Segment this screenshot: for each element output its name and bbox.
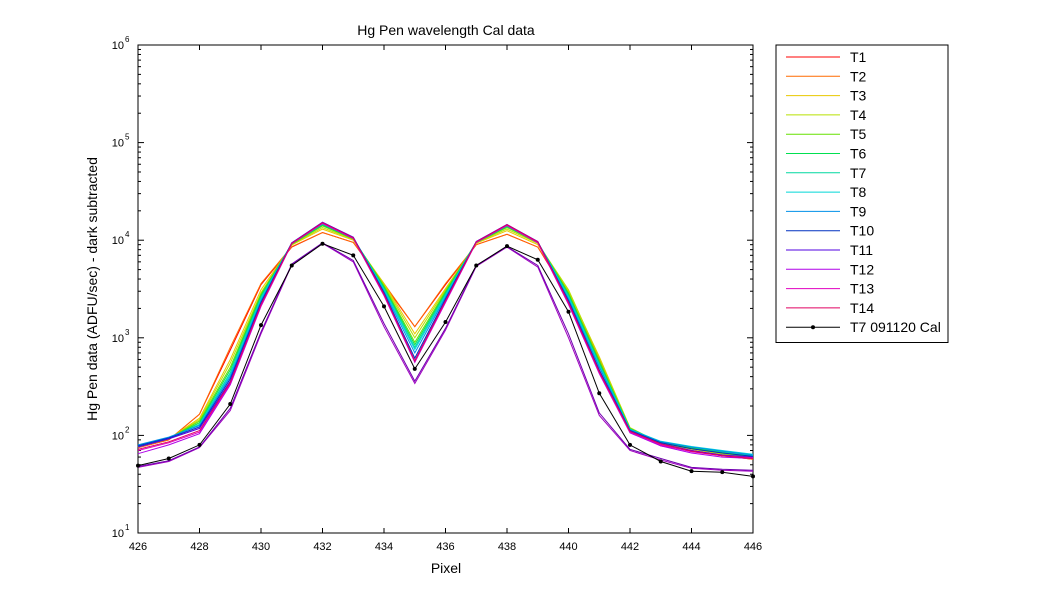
series-point: [443, 320, 448, 325]
y-tick-exponent: 4: [125, 230, 130, 239]
series-line: [137, 222, 754, 459]
x-tick-label: 444: [682, 541, 700, 553]
y-tick-exponent: 2: [125, 425, 130, 434]
x-axis-label: Pixel: [431, 560, 461, 576]
legend-label: T12: [850, 261, 874, 277]
legend-box: [775, 44, 949, 343]
y-tick-exponent: 3: [125, 328, 130, 337]
series-lines: [136, 221, 755, 479]
y-tick-label: 10: [112, 235, 124, 247]
x-tick-label: 434: [375, 541, 393, 553]
legend-label: T4: [850, 107, 867, 123]
series-point: [197, 442, 202, 447]
series-point: [412, 366, 417, 371]
legend-label: T11: [850, 242, 873, 258]
series-line: [137, 222, 754, 456]
series-point: [289, 263, 294, 268]
x-tick-label: 426: [129, 541, 147, 553]
series-point: [136, 463, 140, 468]
series-point: [689, 469, 694, 474]
series-point: [474, 263, 479, 268]
series-point: [382, 304, 386, 309]
series-point: [351, 253, 356, 258]
legend-label: T7: [850, 165, 867, 181]
legend-label: T9: [850, 203, 867, 219]
x-tick-label: 428: [190, 541, 208, 553]
legend-label: T1: [850, 49, 867, 65]
series-point: [535, 257, 540, 262]
series-line: [137, 221, 754, 457]
legend-label: T3: [850, 88, 867, 104]
legend-label: T8: [850, 184, 867, 200]
legend-marker: [811, 325, 815, 330]
x-tick-label: 432: [313, 541, 331, 553]
series-point: [751, 474, 755, 479]
series-point: [720, 470, 725, 475]
series-point: [320, 241, 325, 246]
chart-title: Hg Pen wavelength Cal data: [357, 22, 535, 38]
legend-label: T10: [850, 223, 874, 239]
x-tick-label: 440: [559, 541, 577, 553]
series-point: [658, 459, 663, 464]
series-line-extra: [137, 242, 754, 472]
y-tick-label: 10: [112, 333, 124, 345]
series-point: [628, 442, 632, 447]
legend-label: T5: [850, 126, 867, 142]
x-tick-label: 430: [252, 541, 270, 553]
series-point: [505, 244, 509, 249]
y-tick-label: 10: [112, 430, 124, 442]
legend-label: T14: [850, 300, 874, 316]
y-tick-exponent: 6: [125, 35, 130, 44]
y-tick-label: 10: [112, 138, 124, 150]
series-point: [597, 391, 602, 396]
y-tick-label: 10: [112, 528, 124, 540]
y-tick-exponent: 5: [125, 133, 130, 142]
x-tick-label: 438: [498, 541, 516, 553]
series-point: [166, 456, 171, 461]
series-point: [259, 323, 263, 328]
legend: T1 T2 T3 T4 T5 T6 T7 T8 T9 T10 T11 T12 T13 T14 T7 0911…: [775, 44, 949, 343]
legend-label: T6: [850, 146, 867, 162]
y-tick-exponent: 1: [125, 523, 130, 532]
axis-ticks: 426 428 430 432 434 436 438 440 442 444 4461011021…: [112, 35, 762, 553]
y-axis-label: Hg Pen data (ADFU/sec) - dark subtracted: [84, 157, 100, 421]
series-point: [228, 401, 233, 406]
x-tick-label: 446: [744, 541, 762, 553]
legend-label: T2: [850, 68, 867, 84]
x-tick-label: 436: [436, 541, 454, 553]
x-tick-label: 442: [621, 541, 639, 553]
series-point: [566, 309, 571, 314]
legend-label: T13: [850, 281, 874, 297]
y-tick-label: 10: [112, 40, 124, 52]
legend-label: T7 091120 Cal: [850, 319, 941, 335]
